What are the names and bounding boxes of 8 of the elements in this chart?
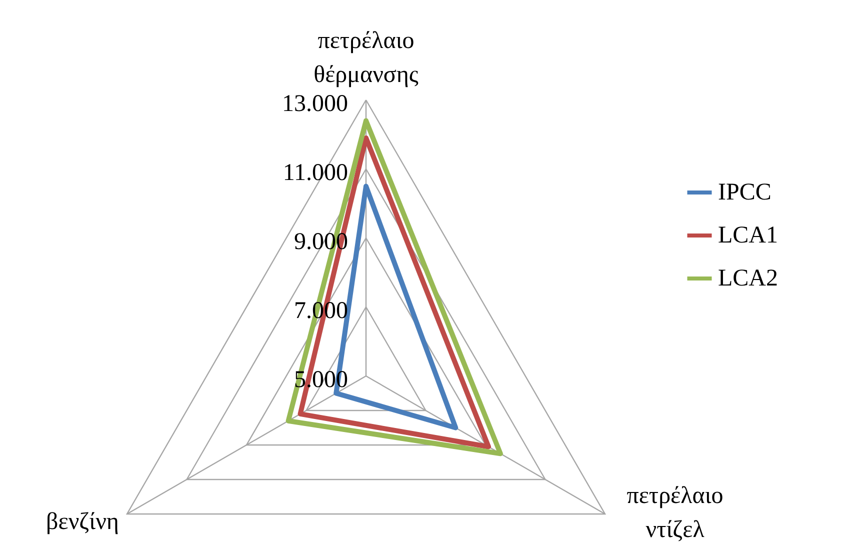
legend-label: LCA1 — [718, 222, 778, 248]
spoke-label: πετρέλαιο θέρμανσης — [314, 28, 419, 88]
spoke-label: πετρέλαιο ντίζελ — [626, 483, 724, 543]
legend-label: IPCC — [718, 180, 772, 206]
legend-label: LCA2 — [718, 266, 778, 292]
y-tick-label: 11.000 — [282, 160, 348, 186]
y-tick-label: 13.000 — [282, 91, 348, 117]
spoke-label: βενζίνη — [46, 509, 119, 535]
